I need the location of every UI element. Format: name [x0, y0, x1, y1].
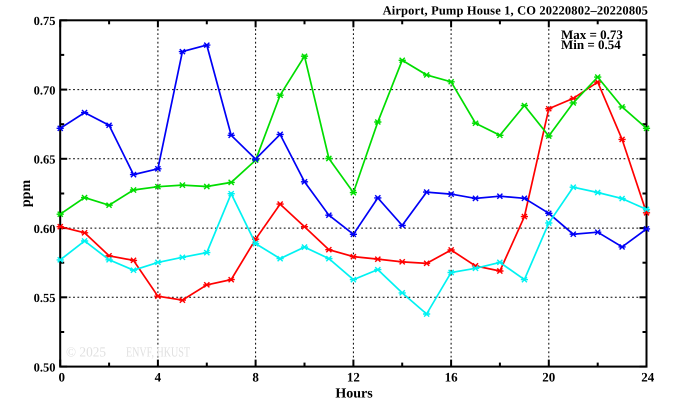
svg-text:Airport, Pump House 1, CO 2022: Airport, Pump House 1, CO 20220802–20220… [383, 3, 648, 17]
svg-text:Max = 0.73: Max = 0.73 [561, 27, 623, 42]
svg-text:ENVF, HKUST: ENVF, HKUST [126, 346, 190, 361]
svg-text:24: 24 [641, 369, 655, 384]
svg-text:0.70: 0.70 [34, 83, 56, 97]
svg-text:0.75: 0.75 [34, 14, 56, 28]
svg-text:© 2025: © 2025 [66, 346, 106, 361]
svg-text:0.50: 0.50 [34, 360, 56, 374]
svg-text:20: 20 [542, 369, 555, 384]
svg-text:12: 12 [347, 369, 360, 384]
svg-text:0.60: 0.60 [34, 222, 56, 236]
svg-text:16: 16 [445, 369, 459, 384]
svg-text:Min = 0.54: Min = 0.54 [561, 37, 621, 52]
svg-text:4: 4 [155, 369, 162, 384]
svg-text:0: 0 [59, 369, 66, 384]
svg-text:8: 8 [252, 369, 259, 384]
svg-text:0.55: 0.55 [34, 291, 56, 305]
svg-text:ppm: ppm [19, 180, 34, 208]
svg-text:Hours: Hours [335, 387, 373, 402]
svg-text:0.65: 0.65 [34, 153, 56, 167]
